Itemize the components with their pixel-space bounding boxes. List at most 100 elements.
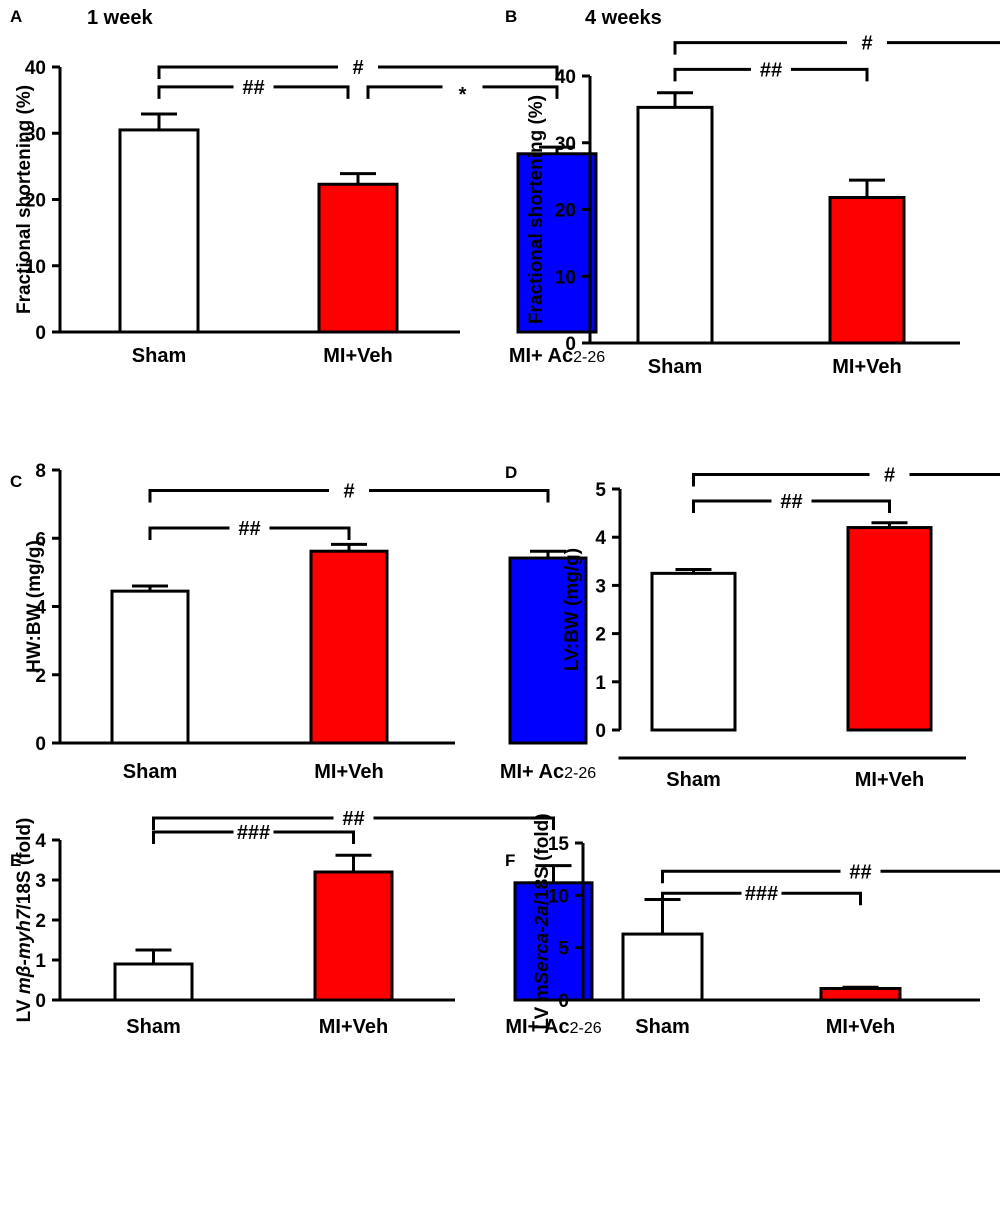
category-label-main: Sham: [123, 761, 177, 783]
significance-label-bg: [741, 881, 782, 906]
category-label: MI+ Ac2-26: [509, 345, 605, 367]
category-label-sub: 2-26: [564, 765, 596, 782]
y-tick-label: 3: [595, 576, 606, 597]
significance-label: ###: [745, 883, 778, 905]
significance-label: ##: [780, 491, 802, 513]
y-axis-label-italic: Serca-2a: [532, 905, 553, 985]
significance-label-bg: [233, 74, 274, 99]
panel-title: 4 weeks: [585, 7, 662, 29]
y-tick-label: 40: [25, 58, 46, 79]
y-tick-label: 20: [555, 201, 576, 222]
significance-label-bg: [333, 806, 374, 830]
category-label: MI+Veh: [323, 345, 392, 367]
y-axis-label-part: LV m: [532, 985, 553, 1030]
y-tick-label: 6: [35, 529, 46, 550]
bar-1: [110, 589, 190, 745]
y-tick-label: 0: [35, 323, 46, 344]
significance-label-bg: [338, 55, 378, 79]
significance-label: ##: [342, 808, 364, 830]
y-axis-label-italic: mβ-myh7: [14, 908, 35, 994]
significance-bracket: [692, 473, 1000, 487]
bar-2: [309, 549, 389, 745]
significance-label-bg: [771, 489, 812, 514]
y-axis-label: Fractional shortening (%): [526, 95, 547, 324]
significance-label-bg: [233, 820, 274, 844]
y-axis-label: Fractional shortening (%): [14, 85, 35, 314]
panel-B: B 4 weeks 0 10 20 30 40 Fractional shortening (…: [505, 7, 1000, 378]
significance-label-bg: [329, 478, 369, 503]
panel-letter: B: [505, 7, 517, 26]
y-tick-label: 30: [25, 124, 46, 145]
category-label-main: MI+Veh: [832, 356, 901, 378]
significance-label-bg: [229, 516, 270, 541]
significance-label: *: [459, 84, 467, 106]
category-label: MI+Veh: [319, 1016, 388, 1038]
bar-1: [113, 962, 194, 1002]
category-label-main: Sham: [666, 769, 720, 791]
y-axis-label: HW:BW (mg/g): [24, 540, 45, 673]
panel-letter: A: [10, 7, 22, 26]
bar-2: [828, 195, 906, 345]
category-label-sub: 2-26: [573, 349, 605, 366]
category-label-main: MI+ Ac: [509, 345, 573, 367]
category-label: MI+Veh: [855, 769, 924, 791]
y-tick-label: 1: [595, 673, 606, 694]
y-tick-label: 10: [555, 267, 576, 288]
panel-letter: E: [10, 851, 21, 870]
y-tick-label: 4: [595, 528, 606, 549]
category-label-main: MI+Veh: [314, 761, 383, 783]
significance-label: ##: [242, 77, 264, 99]
bar-2: [819, 986, 902, 1002]
category-label: Sham: [132, 345, 186, 367]
panel-letter: C: [10, 472, 22, 491]
significance-label: ##: [760, 59, 782, 81]
y-tick-label: 10: [25, 257, 46, 278]
y-tick-label: 8: [35, 461, 46, 482]
bar-1: [621, 932, 704, 1002]
significance-label: ##: [849, 861, 871, 883]
category-label: MI+Veh: [832, 356, 901, 378]
category-label: Sham: [635, 1016, 689, 1038]
y-axis-label: LV:BW (mg/g): [562, 548, 583, 671]
y-tick-label: 5: [595, 480, 606, 501]
y-tick-label: 0: [565, 334, 576, 355]
bar-1: [650, 571, 737, 732]
significance-label: #: [884, 465, 895, 487]
y-tick-label: 2: [35, 666, 46, 687]
category-label-main: Sham: [635, 1016, 689, 1038]
significance-bracket: [673, 41, 1000, 55]
category-label-main: MI+Veh: [826, 1016, 895, 1038]
bar-2: [313, 870, 394, 1002]
y-tick-label: 15: [548, 834, 570, 855]
category-label: Sham: [666, 769, 720, 791]
category-label: MI+ Ac2-26: [500, 761, 596, 783]
significance-label: #: [352, 57, 363, 79]
panel-A: A 1 week 0 10 20 30 40 Fractional shortening (%…: [10, 7, 605, 367]
y-tick-label: 4: [35, 831, 46, 852]
significance-label-bg: [847, 30, 887, 55]
y-tick-label: 5: [558, 939, 569, 960]
bar-1: [636, 105, 714, 345]
bar-2: [317, 182, 399, 334]
y-tick-label: 0: [595, 721, 606, 742]
category-label-main: Sham: [648, 356, 702, 378]
significance-label-bg: [751, 57, 791, 82]
category-label-main: Sham: [132, 345, 186, 367]
significance-label-bg: [840, 859, 881, 884]
y-tick-label: 2: [35, 911, 46, 932]
significance-label: #: [343, 480, 354, 502]
y-tick-label: 30: [555, 134, 576, 155]
y-axis-label: LV mSerca-2a/18S (fold): [532, 813, 553, 1029]
y-tick-label: 0: [35, 991, 46, 1012]
category-label-main: MI+Veh: [323, 345, 392, 367]
y-axis-label-part: LV: [14, 994, 35, 1022]
significance-label-bg: [869, 462, 910, 487]
category-label: MI+ Ac2-26: [505, 1016, 601, 1038]
category-label-main: MI+ Ac: [500, 761, 564, 783]
category-label-main: MI+Veh: [319, 1016, 388, 1038]
significance-label: #: [861, 33, 872, 55]
